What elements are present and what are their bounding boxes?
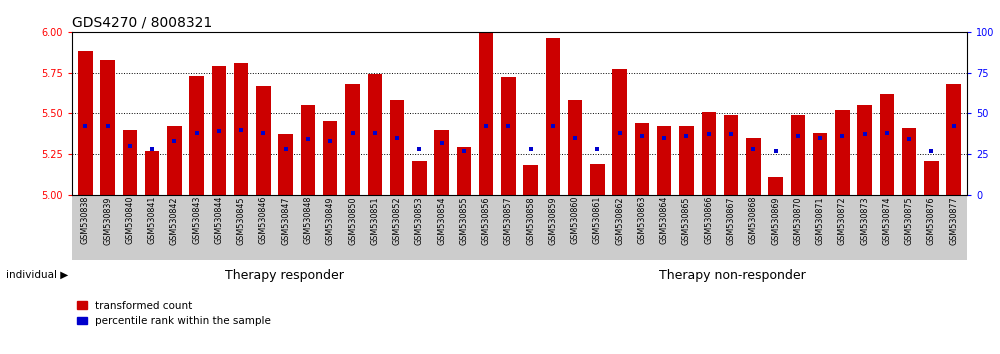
Bar	[345, 84, 360, 195]
Point	[567, 135, 583, 141]
Bar	[924, 160, 939, 195]
Bar	[835, 110, 850, 195]
Bar	[78, 51, 93, 195]
Point	[923, 148, 939, 154]
Point	[879, 130, 895, 136]
Point	[745, 146, 761, 152]
Text: Therapy non-responder: Therapy non-responder	[659, 269, 805, 282]
Bar	[301, 105, 315, 195]
Bar	[523, 165, 538, 195]
Bar	[791, 115, 805, 195]
Bar	[635, 123, 649, 195]
Point	[723, 132, 739, 137]
Bar	[457, 148, 471, 195]
Bar	[568, 100, 582, 195]
Bar	[501, 78, 516, 195]
Bar	[145, 151, 159, 195]
Bar	[679, 126, 694, 195]
Text: GDS4270 / 8008321: GDS4270 / 8008321	[72, 15, 212, 29]
Point	[211, 129, 227, 134]
Point	[367, 130, 383, 136]
Bar	[657, 126, 671, 195]
Bar	[123, 130, 137, 195]
Point	[678, 133, 694, 139]
Bar	[746, 138, 761, 195]
Bar	[590, 164, 605, 195]
Text: individual ▶: individual ▶	[6, 270, 68, 280]
Bar	[212, 66, 226, 195]
Bar	[546, 38, 560, 195]
Bar	[256, 86, 271, 195]
Point	[189, 130, 205, 136]
Point	[345, 130, 361, 136]
Bar	[412, 160, 427, 195]
Bar	[724, 115, 738, 195]
Point	[456, 148, 472, 154]
Point	[322, 138, 338, 144]
Bar	[946, 84, 961, 195]
Point	[901, 137, 917, 142]
Point	[790, 133, 806, 139]
Bar	[167, 126, 182, 195]
Point	[434, 140, 450, 145]
Legend: transformed count, percentile rank within the sample: transformed count, percentile rank withi…	[77, 301, 271, 326]
Bar	[189, 76, 204, 195]
Point	[634, 133, 650, 139]
Bar	[479, 34, 493, 195]
Bar	[880, 94, 894, 195]
Point	[77, 124, 93, 129]
Bar	[390, 100, 404, 195]
Point	[300, 137, 316, 142]
Point	[100, 124, 116, 129]
Bar	[857, 105, 872, 195]
Bar	[612, 69, 627, 195]
Point	[834, 133, 850, 139]
Bar	[100, 59, 115, 195]
Point	[768, 148, 784, 154]
Point	[389, 135, 405, 141]
Point	[144, 146, 160, 152]
Bar	[434, 130, 449, 195]
Bar	[702, 112, 716, 195]
Point	[656, 135, 672, 141]
Point	[122, 143, 138, 149]
Point	[857, 132, 873, 137]
Point	[812, 135, 828, 141]
Point	[545, 124, 561, 129]
Point	[612, 130, 628, 136]
Point	[946, 124, 962, 129]
Bar	[323, 121, 337, 195]
Text: Therapy responder: Therapy responder	[225, 269, 344, 282]
Bar	[768, 177, 783, 195]
Point	[523, 146, 539, 152]
Bar	[813, 133, 827, 195]
Point	[255, 130, 271, 136]
Bar	[278, 135, 293, 195]
Bar	[902, 128, 916, 195]
Point	[411, 146, 427, 152]
Bar	[368, 74, 382, 195]
Point	[278, 146, 294, 152]
Point	[233, 127, 249, 132]
Point	[166, 138, 182, 144]
Point	[589, 146, 605, 152]
Point	[500, 124, 516, 129]
Point	[478, 124, 494, 129]
Bar	[234, 63, 248, 195]
Point	[701, 132, 717, 137]
